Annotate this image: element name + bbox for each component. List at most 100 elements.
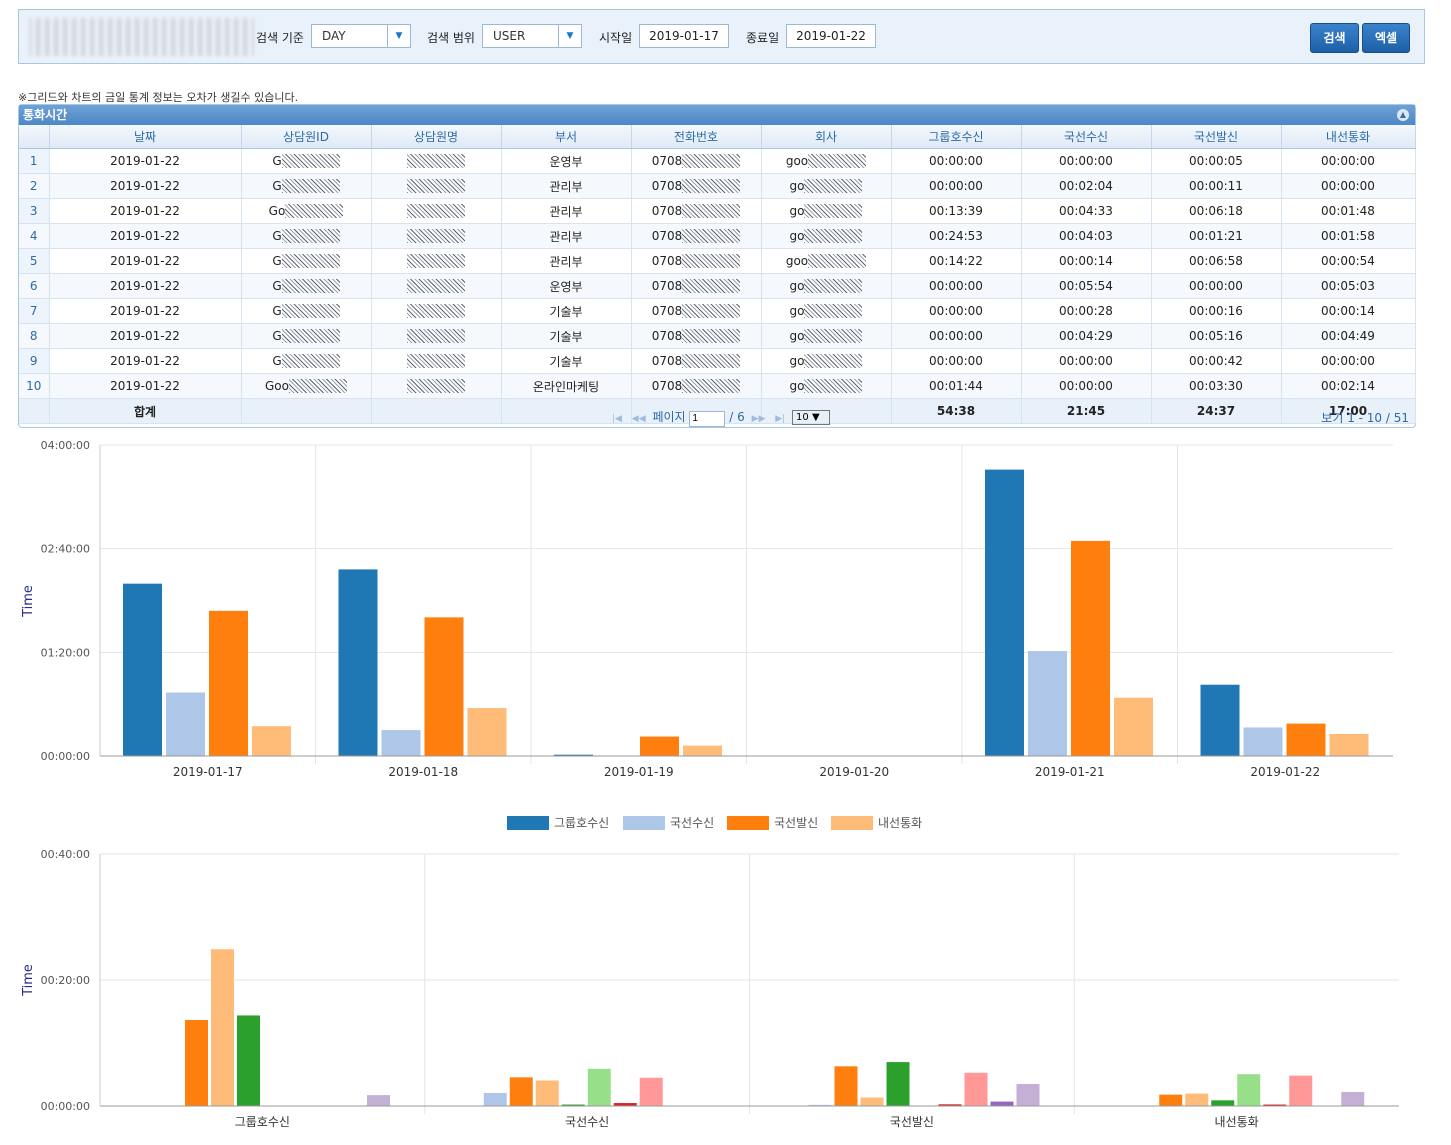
grid-header-2[interactable]: 상담원명 xyxy=(371,125,502,149)
cell-text: Goo xyxy=(265,378,289,393)
redaction-mask xyxy=(682,304,741,319)
bar xyxy=(185,1020,208,1106)
cell-text: 2 xyxy=(29,179,38,193)
end-date-input[interactable]: 2019-01-22 xyxy=(786,24,876,48)
cell-c2: 00:00:28 xyxy=(1021,298,1152,324)
table-row[interactable]: 2 2019-01-22 G 관리부 0708 go 00:00:00 00:02:04 00:… xyxy=(19,173,1416,199)
cell-dept: 기술부 xyxy=(501,348,632,374)
cell-text: 5 xyxy=(29,254,38,268)
grid-header-6[interactable]: 그룹호수신 xyxy=(891,125,1022,149)
cell-company: go xyxy=(761,323,892,349)
search-scope-select[interactable]: USER ▼ xyxy=(482,24,582,48)
table-row[interactable]: 4 2019-01-22 G 관리부 0708 go 00:24:53 00:04:03 00:… xyxy=(19,223,1416,249)
bar xyxy=(587,1068,611,1106)
y-tick-label: 02:40:00 xyxy=(41,543,90,556)
cell-text: 00:00:00 xyxy=(1059,154,1113,168)
page-size-select[interactable]: 10 ▼ xyxy=(792,410,831,425)
cell-text: go xyxy=(789,378,805,393)
bar xyxy=(1185,1093,1209,1106)
cell-c2: 00:00:00 xyxy=(1021,348,1152,374)
table-row[interactable]: 8 2019-01-22 G 기술부 0708 go 00:00:00 00:04:29 00:… xyxy=(19,323,1416,349)
cell-id: G xyxy=(241,248,372,274)
cell-id: G xyxy=(241,148,372,174)
cell-phone: 0708 xyxy=(631,323,762,349)
collapse-icon[interactable]: ▲ xyxy=(1397,109,1409,121)
cell-dept: 관리부 xyxy=(501,198,632,224)
grid-header-3[interactable]: 부서 xyxy=(501,125,632,149)
bar xyxy=(123,583,162,756)
end-date-label: 종료일 xyxy=(746,31,780,45)
cell-dept: 기술부 xyxy=(501,298,632,324)
grid-pager: |◀ ◀◀ 페이지 / 6 ▶▶ ▶| 10 ▼ 보기 1 - 10 / 51 xyxy=(19,405,1415,427)
cell-text: 2019-01-22 xyxy=(110,254,180,268)
grid-header-9[interactable]: 내선통화 xyxy=(1281,125,1416,149)
table-row[interactable]: 7 2019-01-22 G 기술부 0708 go 00:00:00 00:00:28 00:… xyxy=(19,298,1416,324)
cell-text: 00:03:30 xyxy=(1189,379,1243,393)
chevron-down-icon[interactable]: ▼ xyxy=(387,25,410,47)
cell-date: 2019-01-22 xyxy=(49,273,242,299)
bar xyxy=(367,1095,390,1106)
x-tick-label: 2019-01-18 xyxy=(388,765,458,779)
grid-header-0[interactable]: 날짜 xyxy=(49,125,242,149)
grid-header-4[interactable]: 전화번호 xyxy=(631,125,762,149)
cell-text: 4 xyxy=(29,229,38,243)
bar xyxy=(613,1103,637,1106)
start-date-input[interactable]: 2019-01-17 xyxy=(639,24,729,48)
table-row[interactable]: 3 2019-01-22 Go 관리부 0708 go 00:13:39 00:04:33 00… xyxy=(19,198,1416,224)
search-scope-label: 검색 범위 xyxy=(427,31,475,45)
grid-header-7[interactable]: 국선수신 xyxy=(1021,125,1152,149)
cell-text: go xyxy=(789,178,805,193)
redaction-mask xyxy=(281,304,340,319)
search-basis-select[interactable]: DAY ▼ xyxy=(311,24,411,48)
prev-page-icon[interactable]: ◀◀ xyxy=(631,414,646,424)
redaction-mask xyxy=(808,254,867,269)
excel-button[interactable]: 엑셀 xyxy=(1362,23,1410,53)
x-tick-label: 2019-01-22 xyxy=(1250,765,1320,779)
grid-header-1[interactable]: 상담원ID xyxy=(241,125,372,149)
bar xyxy=(808,1104,832,1106)
grid-header-8[interactable]: 국선발신 xyxy=(1151,125,1282,149)
redaction-mask xyxy=(281,329,340,344)
cell-n: 4 xyxy=(19,223,50,249)
cell-n: 8 xyxy=(19,323,50,349)
bar xyxy=(1329,733,1369,756)
table-row[interactable]: 1 2019-01-22 G 운영부 0708 goo 00:00:00 00:00:00 00… xyxy=(19,148,1416,174)
table-row[interactable]: 5 2019-01-22 G 관리부 0708 goo 00:14:22 00:00:14 00… xyxy=(19,248,1416,274)
cell-text: 2019-01-22 xyxy=(110,154,180,168)
y-tick-label: 01:20:00 xyxy=(41,646,90,659)
cell-text: 관리부 xyxy=(549,179,583,194)
search-basis-label: 검색 기준 xyxy=(256,31,304,45)
summary-cell xyxy=(241,398,372,424)
table-row[interactable]: 6 2019-01-22 G 운영부 0708 go 00:00:00 00:05:54 00:… xyxy=(19,273,1416,299)
cell-text: 0708 xyxy=(651,303,683,318)
bar xyxy=(1286,723,1326,756)
cell-text: 00:00:54 xyxy=(1321,254,1375,268)
bar xyxy=(1243,727,1283,756)
chevron-down-icon[interactable]: ▼ xyxy=(558,25,581,47)
cell-date: 2019-01-22 xyxy=(49,248,242,274)
bar xyxy=(1237,1074,1261,1106)
grid-header-5[interactable]: 회사 xyxy=(761,125,892,149)
page-number-input[interactable] xyxy=(689,410,726,427)
search-button[interactable]: 검색 xyxy=(1310,23,1359,53)
summary-cell: 17:00 xyxy=(1281,398,1416,424)
cell-n: 2 xyxy=(19,173,50,199)
summary-row: 합계 54:38 21:45 24:37 17:00 xyxy=(19,398,1416,424)
cell-text: 00:01:44 xyxy=(929,379,983,393)
cell-n: 5 xyxy=(19,248,50,274)
cell-date: 2019-01-22 xyxy=(49,323,242,349)
cell-text: go xyxy=(789,353,805,368)
cell-text: 8 xyxy=(29,329,38,343)
cell-c3: 00:00:42 xyxy=(1151,348,1282,374)
table-row[interactable]: 10 2019-01-22 Goo 온라인마케팅 0708 go 00:01:44 00:00… xyxy=(19,373,1416,399)
cell-phone: 0708 xyxy=(631,348,762,374)
first-page-icon[interactable]: |◀ xyxy=(612,414,622,424)
next-page-icon[interactable]: ▶▶ xyxy=(751,414,766,424)
cell-text: 2019-01-22 xyxy=(110,304,180,318)
table-row[interactable]: 9 2019-01-22 G 기술부 0708 go 00:00:00 00:00:00 00:… xyxy=(19,348,1416,374)
summary-cell: 54:38 xyxy=(891,398,1022,424)
last-page-icon[interactable]: ▶| xyxy=(775,414,786,424)
cell-text: 0708 xyxy=(651,178,683,193)
cell-text: 00:02:04 xyxy=(1059,179,1113,193)
summary-cell: 합계 xyxy=(49,398,242,424)
